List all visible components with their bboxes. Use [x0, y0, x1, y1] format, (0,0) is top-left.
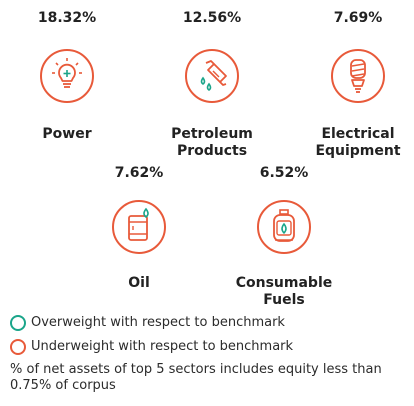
orange-circle-icon: [10, 339, 26, 355]
sector-percent: 7.62%: [114, 165, 164, 181]
sector-name: Consumable Fuels: [235, 275, 333, 308]
fuel-nozzle-icon: [184, 48, 240, 104]
sector-percent: 6.52%: [259, 165, 309, 181]
sector-oil: 7.62% Oil: [79, 165, 199, 292]
sector-percent: 7.69%: [333, 10, 383, 26]
sector-consumable-fuels: 6.52% Consumable Fuels: [224, 165, 344, 309]
legend-underweight-label: Underweight with respect to benchmark: [31, 339, 294, 354]
footnote: % of net assets of top 5 sectors include…: [10, 362, 382, 393]
green-circle-icon: [10, 315, 26, 331]
sector-name: Oil: [128, 275, 150, 291]
sector-electrical-equipment: 7.69% Electrical Equipment: [298, 10, 414, 160]
legend-underweight: Underweight with respect to benchmark: [10, 339, 293, 355]
sector-petroleum-products: 12.56% Petroleum Products: [152, 10, 272, 160]
legend-overweight-label: Overweight with respect to benchmark: [31, 315, 285, 330]
sector-percent: 18.32%: [37, 10, 97, 26]
sector-percent: 12.56%: [182, 10, 242, 26]
lightbulb-icon: [39, 48, 95, 104]
sector-name: Electrical Equipment: [315, 126, 401, 159]
oil-barrel-icon: [111, 199, 167, 255]
sector-name: Petroleum Products: [171, 126, 253, 159]
gas-cylinder-icon: [256, 199, 312, 255]
sector-power: 18.32% Power: [7, 10, 127, 143]
legend-overweight: Overweight with respect to benchmark: [10, 315, 285, 331]
cfl-bulb-icon: [330, 48, 386, 104]
sector-name: Power: [42, 126, 92, 142]
